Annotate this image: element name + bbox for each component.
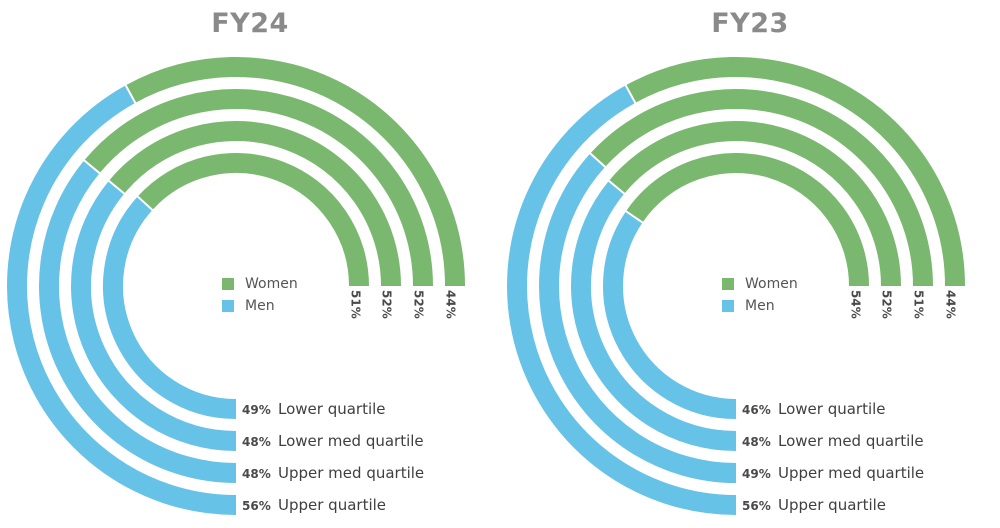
women-pct-label: 52% [412,290,426,319]
men-arc [39,160,237,483]
women-arc [108,121,401,287]
quartile-label: Upper med quartile [778,464,924,482]
women-pct-label: 44% [444,290,458,319]
segment-separator [107,179,126,195]
segment-separator [124,83,137,105]
segment-separator [624,83,637,105]
legend-label-women: Women [745,276,798,292]
segment-separator [588,152,607,169]
legend: Women Men [722,273,798,317]
men-arc [71,180,237,451]
legend-label-men: Men [245,298,275,314]
segment-separator [82,159,102,175]
men-arc [571,180,737,451]
chart-panel-fy24: FY24 51% 49% Lower quartile 52% 48% Lower med… [7,8,465,515]
women-arc [137,153,369,287]
men-pct-label: 56% [742,499,771,513]
quartile-label: Lower med quartile [778,432,924,450]
legend-swatch-men [222,300,234,312]
legend-label-women: Women [245,276,298,292]
rings-svg: 51% 49% Lower quartile 52% 48% Lower med quar… [7,57,465,515]
men-arc [103,196,237,419]
women-arc [626,153,869,287]
women-arc [125,57,465,287]
men-pct-label: 46% [742,403,771,417]
chart-panel-fy23: FY23 54% 46% Lower quartile 52% 48% Lower med… [500,0,1000,528]
men-pct-label: 56% [242,499,271,513]
women-pct-label: 51% [349,290,363,319]
quartile-label: Lower quartile [778,400,886,418]
quartile-label: Lower quartile [278,400,386,418]
chart-title: FY24 [211,8,289,39]
legend-swatch-women [222,278,234,290]
segment-separator [624,209,644,224]
legend: Women Men [222,273,298,317]
women-pct-label: 54% [849,290,863,319]
quartile-label: Lower med quartile [278,432,424,450]
men-arc [507,85,737,515]
segment-separator [136,195,154,212]
segment-separator [607,179,626,195]
men-pct-label: 49% [242,403,271,417]
women-arc [84,89,433,287]
women-arc [590,89,933,287]
men-arc [603,211,737,419]
women-pct-label: 51% [912,290,926,319]
men-pct-label: 48% [242,467,271,481]
women-arc [608,121,901,287]
men-pct-label: 48% [242,435,271,449]
legend-swatch-men [722,300,734,312]
legend-label-men: Men [745,298,775,314]
quartile-label: Upper med quartile [278,464,424,482]
quartile-label: Upper quartile [278,496,386,514]
men-pct-label: 48% [742,435,771,449]
men-pct-label: 49% [742,467,771,481]
women-pct-label: 52% [880,290,894,319]
quartile-label: Upper quartile [778,496,886,514]
women-pct-label: 52% [380,290,394,319]
men-arc [7,85,237,515]
women-pct-label: 44% [944,290,958,319]
women-arc [625,57,965,287]
chart-title: FY23 [711,8,789,39]
rings-svg: 54% 46% Lower quartile 52% 48% Lower med quar… [507,57,965,515]
men-arc [539,153,737,483]
legend-item-men: Men [222,295,298,317]
legend-swatch-women [722,278,734,290]
legend-item-women: Women [722,273,798,295]
legend-item-women: Women [222,273,298,295]
legend-item-men: Men [722,295,798,317]
